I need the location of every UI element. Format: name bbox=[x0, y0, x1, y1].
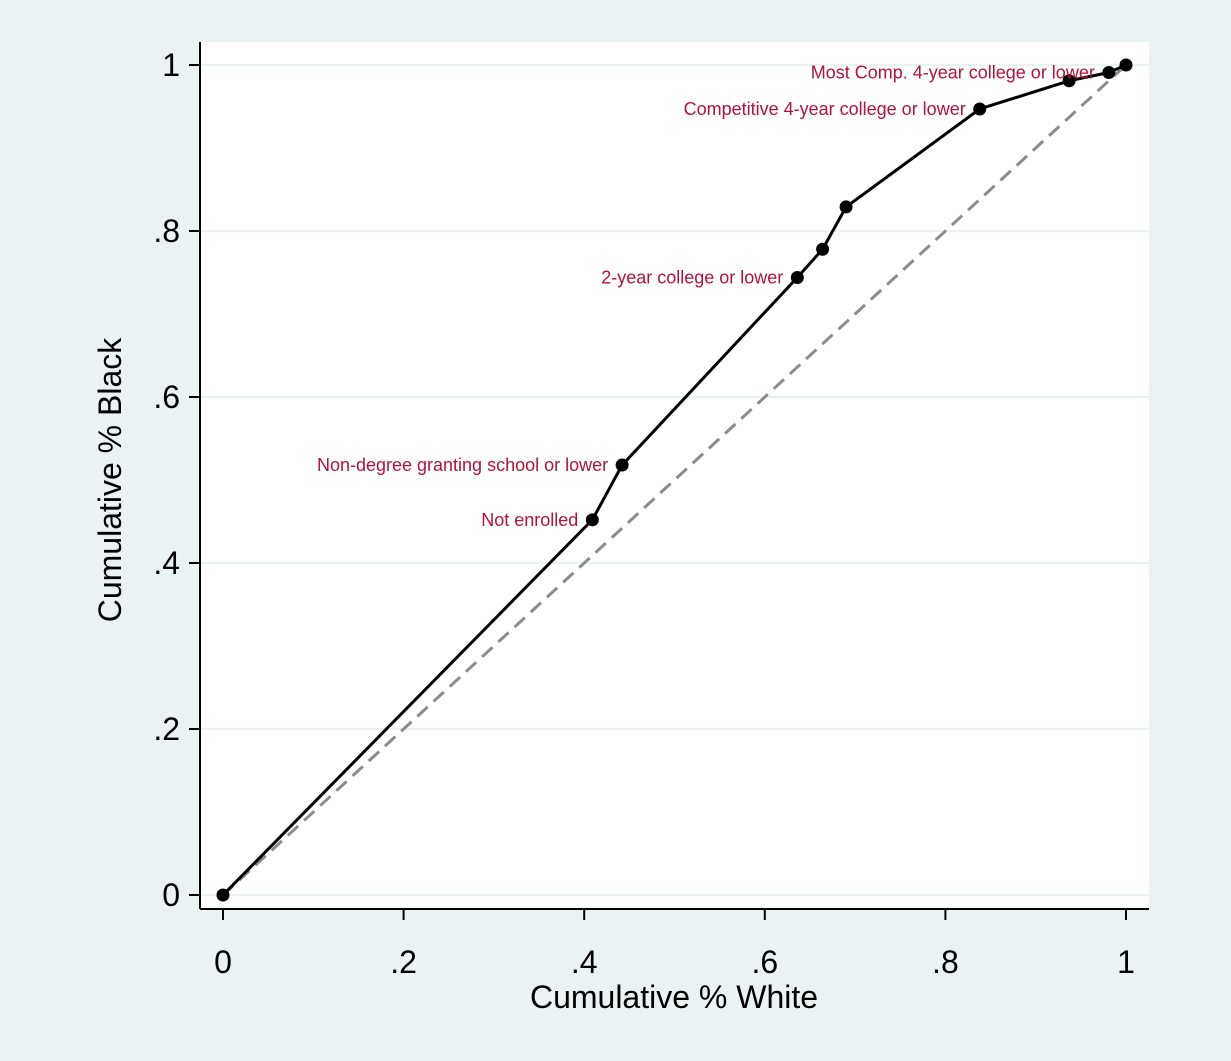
data-point bbox=[839, 200, 853, 214]
y-axis-title: Cumulative % Black bbox=[92, 337, 128, 623]
series-line bbox=[221, 63, 1127, 897]
data-point bbox=[790, 270, 804, 284]
y-tick-label: .4 bbox=[153, 545, 180, 581]
data-point bbox=[1102, 65, 1116, 79]
reference-line bbox=[221, 63, 1128, 897]
point-label: Most Comp. 4-year college or lower bbox=[811, 62, 1095, 82]
x-tick-label: .8 bbox=[932, 944, 959, 980]
x-tick-label: .2 bbox=[390, 944, 417, 980]
point-label: Not enrolled bbox=[481, 510, 578, 530]
grid-layer bbox=[200, 64, 1149, 896]
data-point bbox=[973, 102, 987, 116]
y-tick-label: .8 bbox=[153, 213, 180, 249]
point-label: Competitive 4-year college or lower bbox=[684, 99, 966, 119]
x-tick-label: .6 bbox=[751, 944, 778, 980]
y-tick-label: .6 bbox=[153, 379, 180, 415]
data-point bbox=[1062, 74, 1076, 88]
y-tick-label: .2 bbox=[153, 711, 180, 747]
data-point bbox=[816, 242, 830, 256]
x-tick-label: 0 bbox=[214, 944, 232, 980]
data-point bbox=[615, 458, 629, 472]
data-point bbox=[1119, 58, 1133, 72]
data-point bbox=[216, 888, 230, 902]
x-axis-title: Cumulative % White bbox=[530, 979, 818, 1015]
axes-layer bbox=[199, 42, 1149, 910]
y-tick-label: 0 bbox=[162, 877, 180, 913]
labels-layer: Not enrolled Non-degree granting school o… bbox=[317, 62, 1095, 529]
ticks-layer: 0 .2 .4 .6 .8 1 0 .2 .4 .6 .8 1 bbox=[153, 47, 1135, 980]
point-label: 2-year college or lower bbox=[601, 267, 783, 287]
x-tick-label: 1 bbox=[1117, 944, 1135, 980]
series-layer bbox=[216, 58, 1133, 902]
data-point bbox=[585, 513, 599, 527]
point-label: Non-degree granting school or lower bbox=[317, 455, 608, 475]
x-tick-label: .4 bbox=[571, 944, 598, 980]
plot-area bbox=[200, 42, 1149, 909]
y-tick-label: 1 bbox=[162, 47, 180, 83]
